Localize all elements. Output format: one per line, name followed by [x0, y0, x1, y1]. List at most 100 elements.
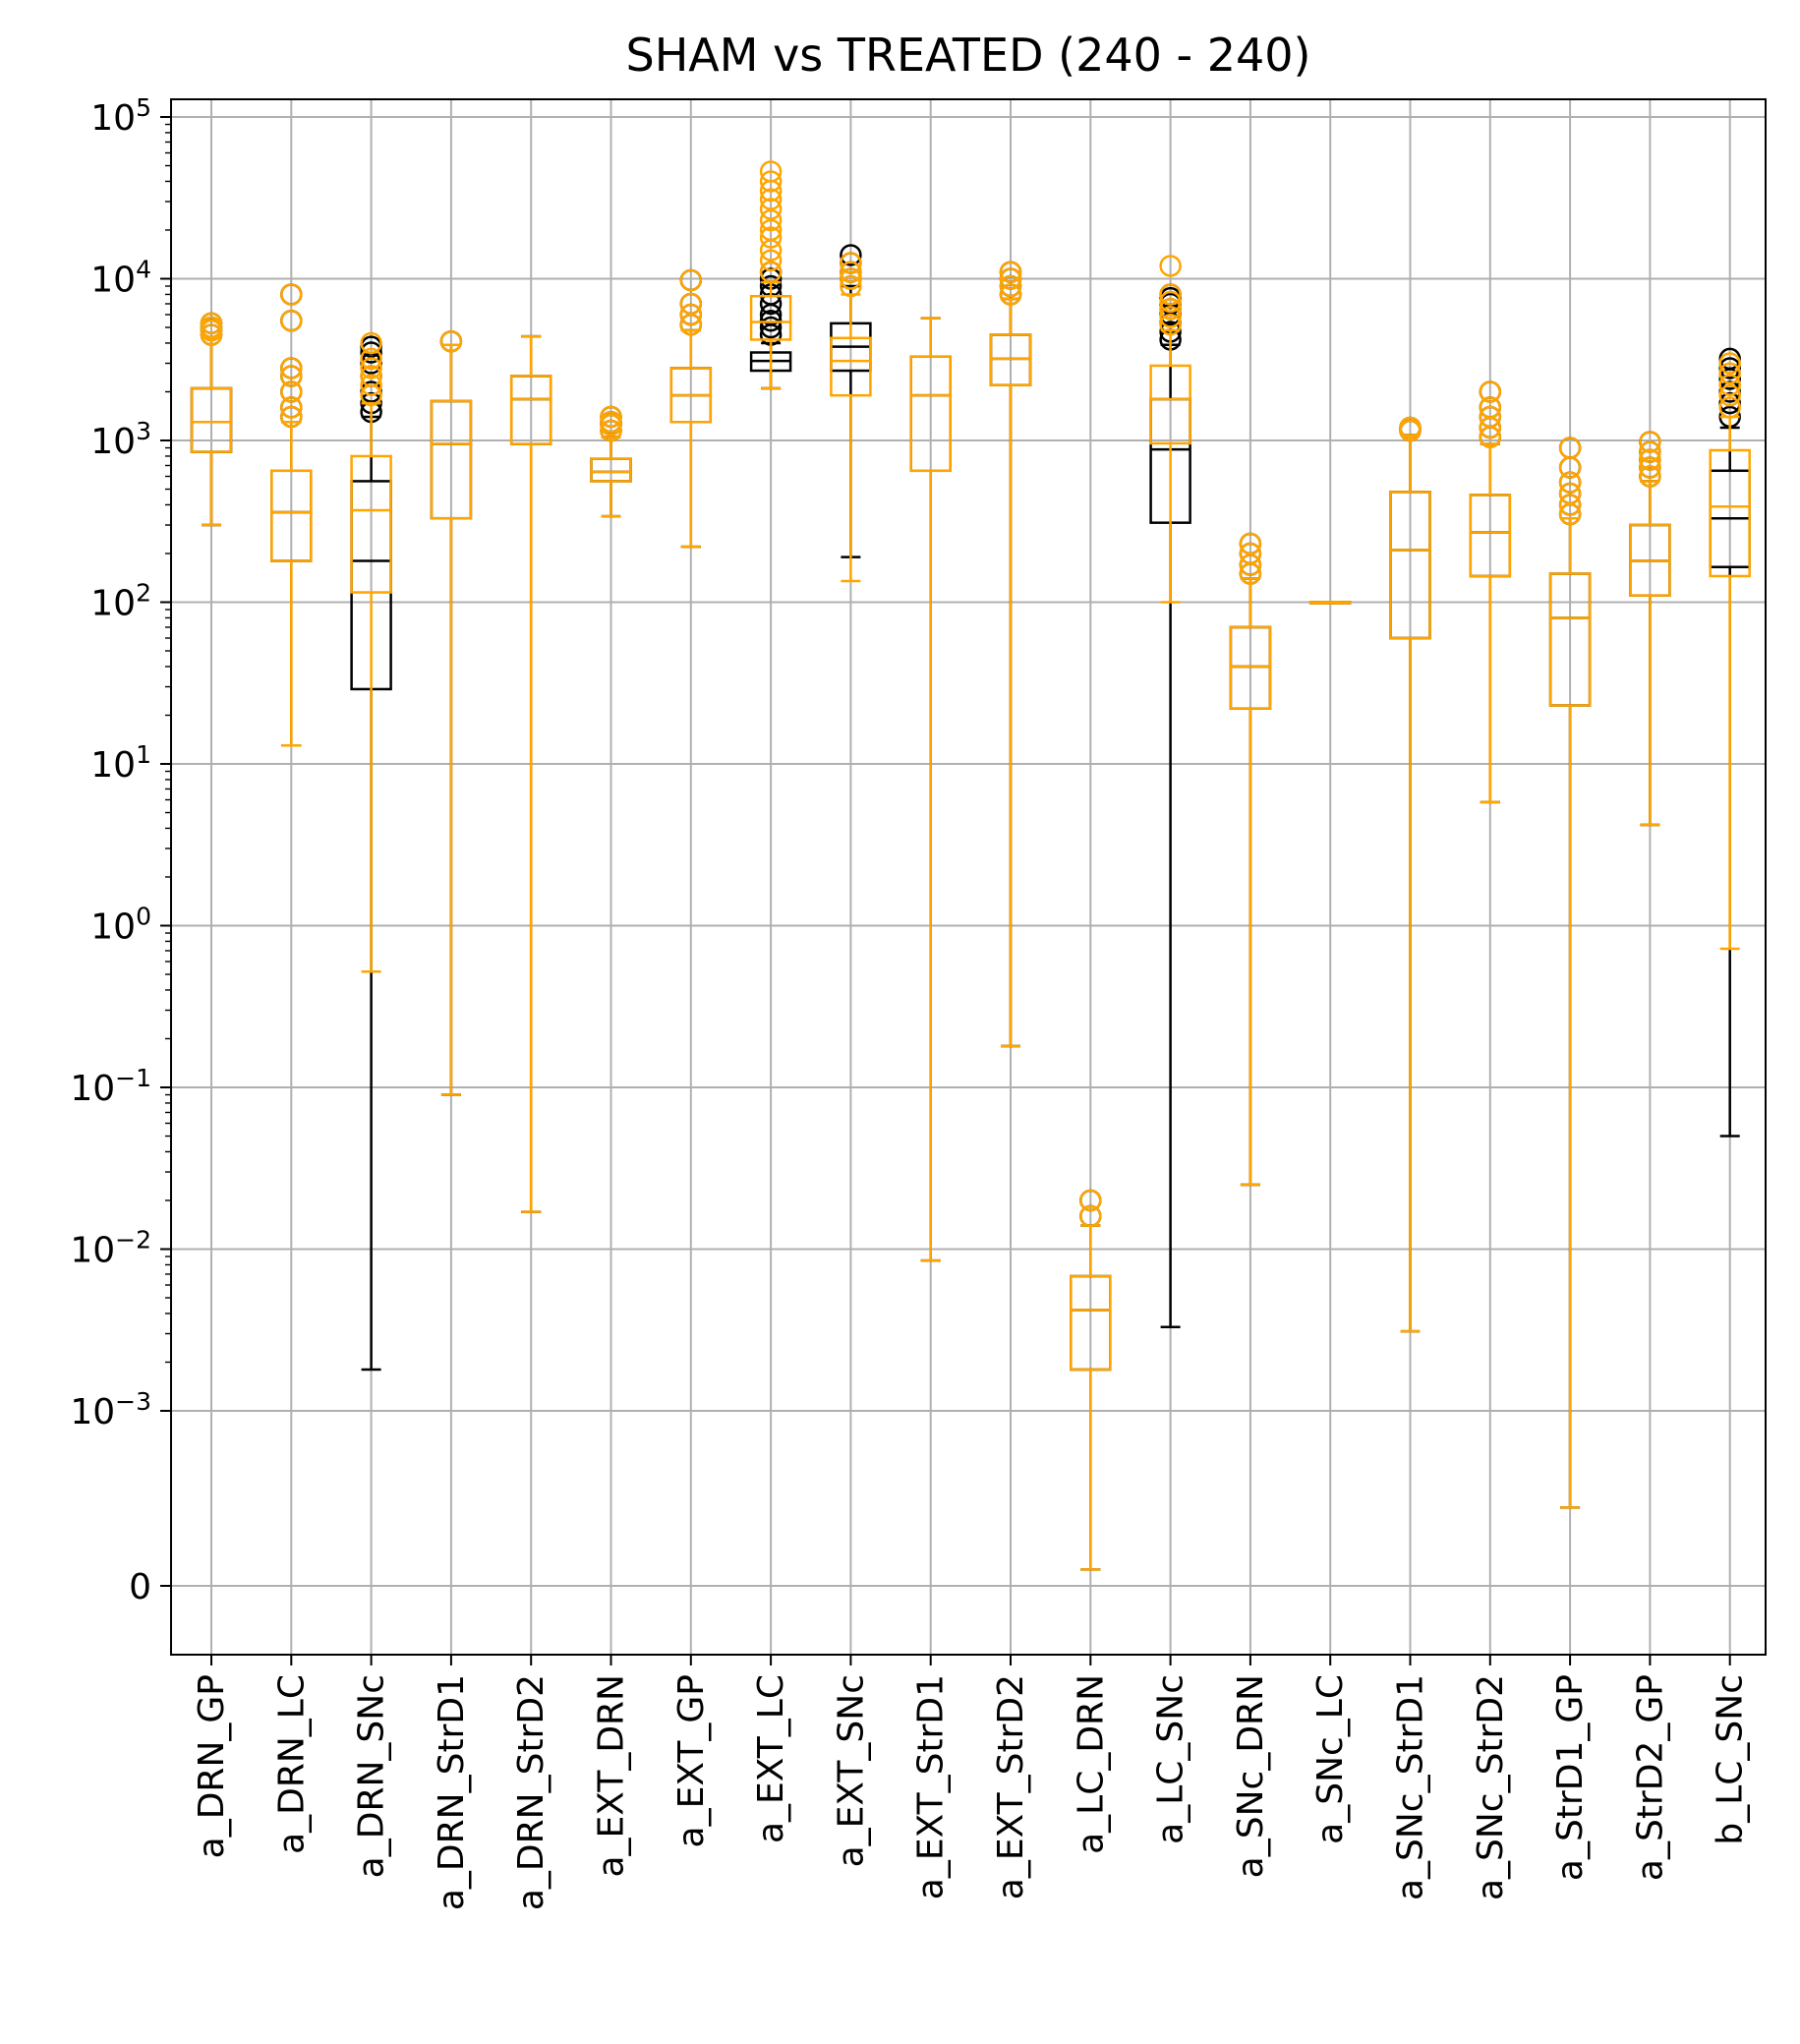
outlier-point: [280, 365, 303, 387]
outlier-point: [1718, 352, 1741, 375]
box-a_EXT_GP: [669, 268, 713, 549]
iqr-box: [350, 454, 392, 594]
x-tick-label: a_LC_DRN: [1071, 1674, 1111, 1854]
outlier-point: [1479, 380, 1502, 403]
outlier-point: [360, 357, 382, 380]
outlier-point: [999, 274, 1022, 298]
y-tick-label: 105: [90, 93, 151, 140]
x-tick-label: a_EXT_LC: [751, 1674, 791, 1843]
x-tick-label: a_EXT_DRN: [592, 1674, 632, 1878]
outlier-point: [360, 331, 382, 355]
iqr-box: [1709, 448, 1751, 578]
x-tick-label: a_EXT_StrD1: [911, 1674, 952, 1899]
outlier-point: [840, 274, 862, 298]
outlier-point: [1239, 532, 1262, 555]
y-tick-label: 102: [90, 578, 151, 624]
outlier-point: [1639, 465, 1661, 488]
outlier-point: [1718, 383, 1741, 407]
outlier-point: [759, 170, 783, 193]
x-tick-label: a_LC_SNc: [1151, 1674, 1191, 1844]
outlier-point: [679, 268, 703, 292]
box-a_DRN_StrD1: [430, 329, 473, 1096]
outlier-point: [600, 405, 622, 429]
iqr-box: [430, 399, 473, 520]
x-tick-label: a_StrD1_GP: [1550, 1674, 1591, 1881]
iqr-box: [270, 469, 313, 562]
outlier-point: [280, 283, 303, 306]
outlier-point: [280, 309, 303, 332]
outlier-point: [999, 267, 1022, 290]
y-tick-label: 10−3: [70, 1387, 151, 1433]
outlier-point: [1639, 448, 1661, 471]
outlier-point: [360, 341, 382, 364]
x-tick-label: a_DRN_StrD1: [432, 1674, 472, 1910]
x-tick-label: a_StrD2_GP: [1630, 1674, 1670, 1881]
y-tick-label: 10−1: [70, 1064, 151, 1110]
outlier-point: [759, 249, 783, 272]
x-tick-label: b_LC_SNc: [1711, 1674, 1751, 1845]
outlier-point: [999, 261, 1022, 283]
outlier-point: [840, 244, 862, 266]
outlier-point: [1159, 290, 1182, 314]
y-tick-label: 100: [90, 902, 151, 948]
x-axis-ticks: a_DRN_GP a_DRN_LC a_DRN_SNc a_DRN_StrD1 a_DR…: [192, 1655, 1751, 1910]
outlier-point: [1639, 431, 1661, 453]
box-a_StrD2_GP: [1629, 431, 1671, 827]
box-a_DRN_LC: [270, 283, 313, 747]
box-a_SNc_LC: [1308, 601, 1352, 605]
outlier-point: [840, 267, 862, 290]
iqr-box: [909, 355, 952, 473]
outlier-point: [1079, 1204, 1102, 1228]
box-a_EXT_StrD2: [989, 261, 1032, 1048]
iqr-box: [749, 295, 792, 341]
x-tick-label: a_DRN_SNc: [352, 1674, 392, 1878]
grid-lines: [171, 99, 1766, 1655]
iqr-box: [1548, 572, 1592, 707]
x-tick-label: a_SNc_LC: [1310, 1674, 1351, 1844]
outlier-point: [679, 292, 703, 316]
box-a_StrD1_GP: [1548, 437, 1592, 1509]
iqr-box: [1469, 494, 1512, 578]
outlier-point: [439, 329, 463, 353]
plot-frame: [170, 98, 1767, 1656]
outlier-point: [759, 261, 783, 283]
x-tick-label: a_EXT_GP: [671, 1674, 712, 1847]
outlier-point: [840, 261, 862, 283]
x-tick-label: a_SNc_StrD1: [1391, 1674, 1431, 1900]
outlier-point: [1239, 554, 1262, 576]
box-a_EXT_StrD1: [909, 317, 952, 1262]
iqr-box: [830, 336, 872, 397]
outlier-point: [759, 218, 783, 242]
outlier-point: [759, 309, 783, 332]
box-b_LC_SNc: [1709, 352, 1751, 951]
x-tick-label: a_SNc_DRN: [1231, 1674, 1271, 1878]
outlier-point: [360, 374, 382, 396]
outlier-point: [759, 316, 783, 339]
box-a_SNc_StrD1: [1389, 416, 1431, 1333]
outlier-point: [280, 380, 303, 403]
outlier-point: [360, 365, 382, 387]
outlier-point: [1558, 437, 1582, 459]
chart-title: SHAM vs TREATED (240 - 240): [626, 29, 1311, 82]
outlier-point: [1479, 405, 1502, 429]
outlier-point: [759, 208, 783, 232]
y-tick-label: 10−2: [70, 1225, 151, 1271]
outlier-point: [759, 188, 783, 210]
outlier-point: [1718, 374, 1741, 396]
x-tick-label: a_DRN_GP: [192, 1674, 232, 1858]
outlier-point: [759, 226, 783, 249]
outlier-point: [1558, 494, 1582, 516]
box-a_EXT_DRN: [590, 405, 632, 518]
outlier-point: [600, 419, 622, 442]
y-tick-label: 0: [129, 1567, 151, 1607]
outlier-point: [759, 198, 783, 220]
outlier-point: [1159, 298, 1182, 321]
x-tick-label: a_EXT_StrD2: [991, 1674, 1031, 1899]
y-tick-label: 104: [90, 255, 151, 301]
iqr-box: [1070, 1274, 1112, 1372]
x-tick-label: a_DRN_StrD2: [511, 1674, 552, 1910]
outlier-point: [1159, 255, 1182, 277]
y-axis-ticks: 105 104 103 102 101 100 10−1 10−2 10−3 0: [70, 93, 171, 1607]
